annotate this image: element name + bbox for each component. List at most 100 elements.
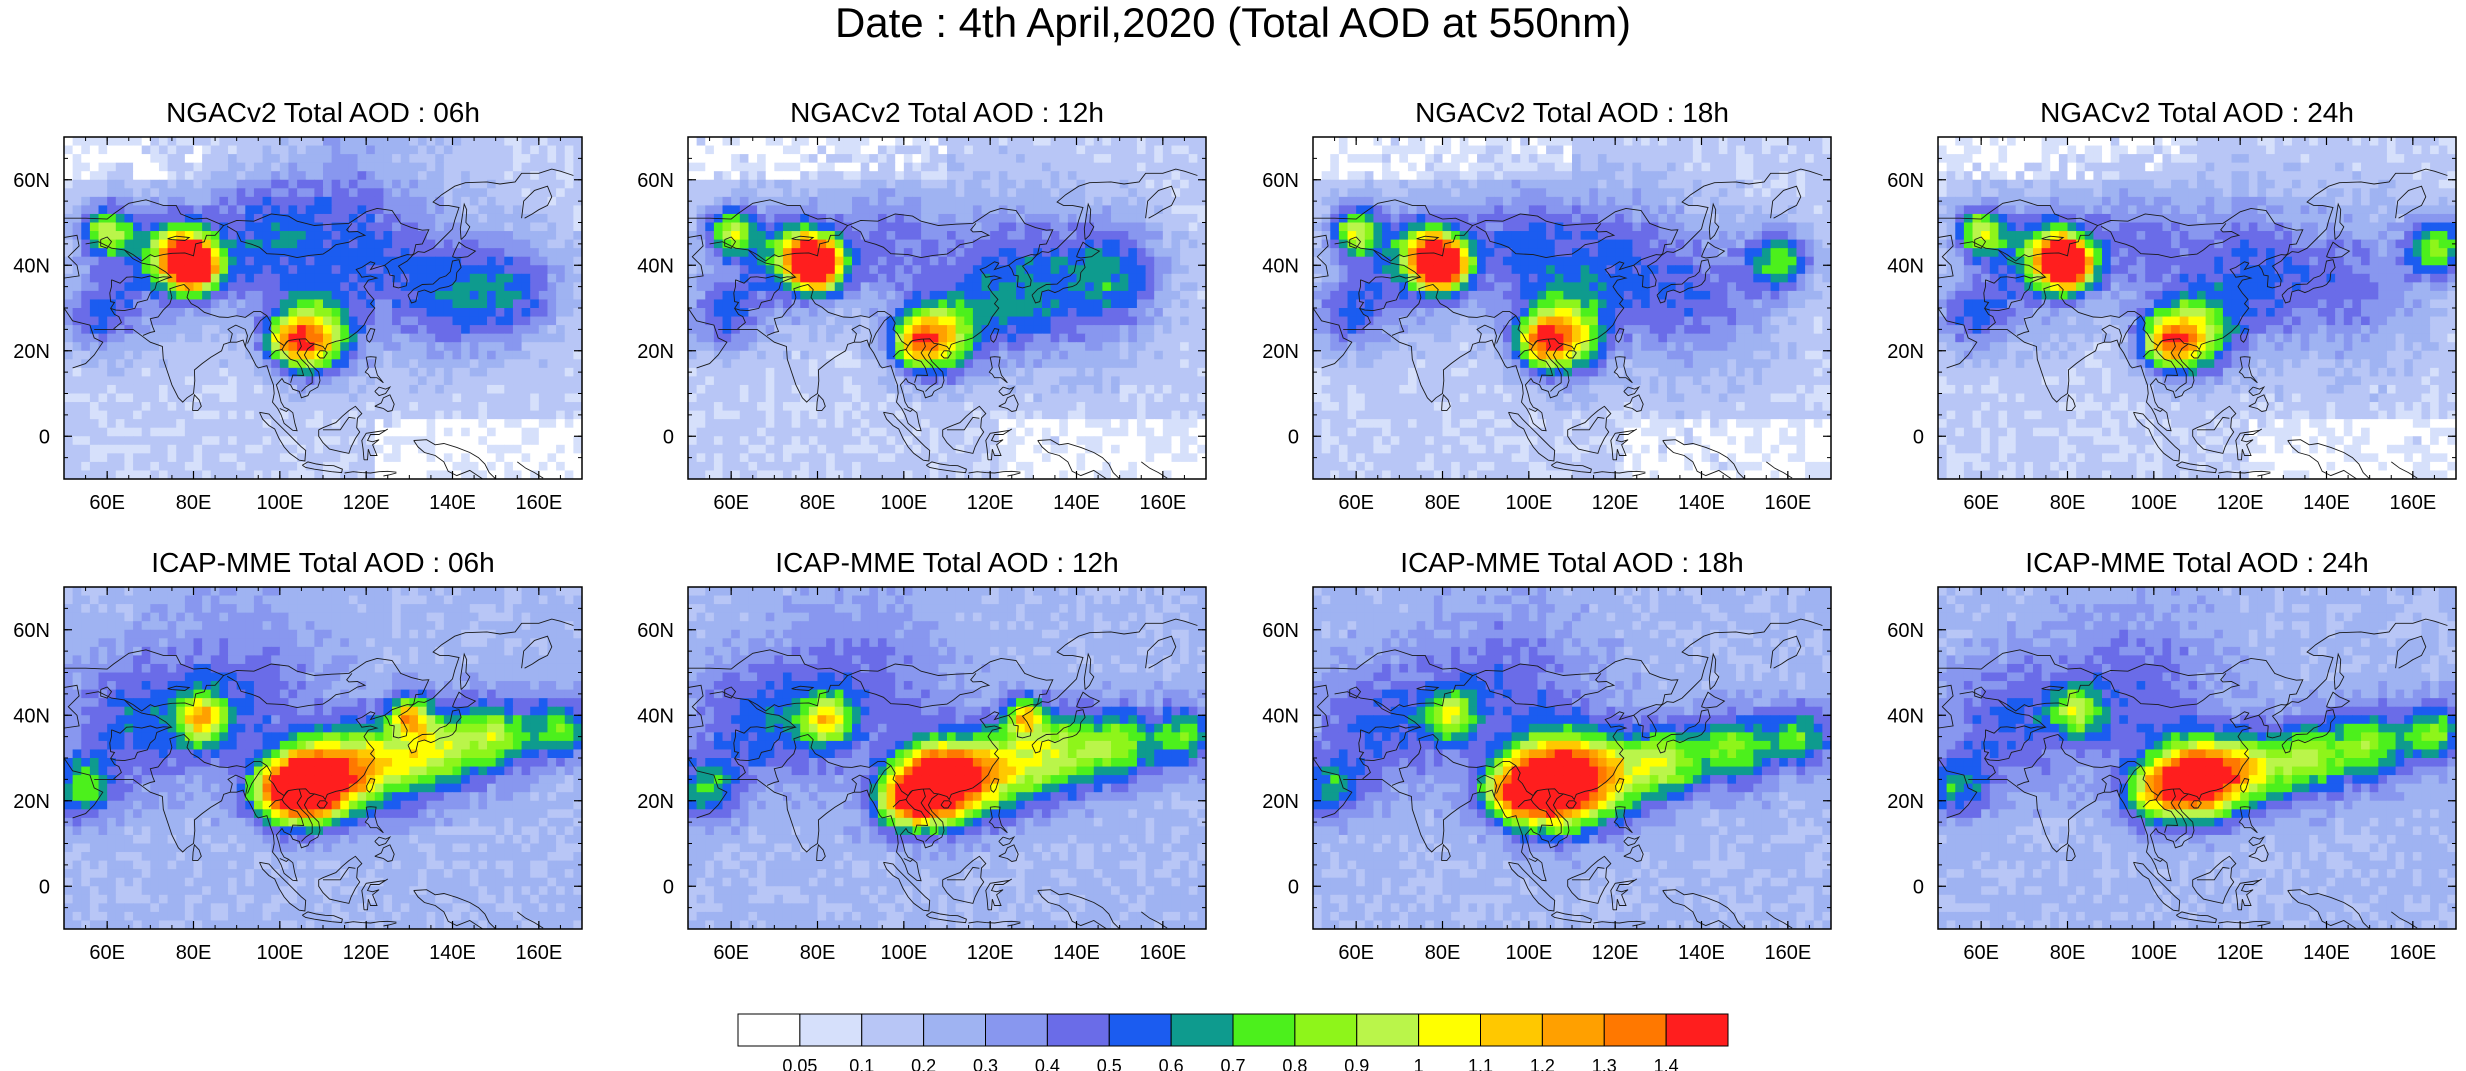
lon-tick-label: 100E xyxy=(880,942,927,964)
lat-tick-label: 40N xyxy=(1262,255,1299,277)
colorbar: 0.05 0.1 0.2 0.3 0.4 0.5 0.6 0.7 0.8 0.9 1 1.1 1.2 1.… xyxy=(737,1013,1729,1071)
aod-field xyxy=(688,137,1206,479)
map-panel-icap-06h: ICAP-MME Total AOD : 06h 60E 80E 100E 120E 14… xyxy=(13,547,583,964)
colorbar-swatch xyxy=(1665,1013,1729,1047)
lat-tick-label: 0 xyxy=(1913,876,1924,898)
colorbar-label: 1.2 xyxy=(1530,1056,1555,1071)
colorbar-swatch xyxy=(799,1013,863,1047)
lon-tick-label: 120E xyxy=(343,492,390,514)
lon-tick-label: 100E xyxy=(2130,942,2177,964)
colorbar-label: 1.4 xyxy=(1654,1056,1679,1071)
lon-tick-label: 80E xyxy=(1425,942,1461,964)
lon-tick-label: 140E xyxy=(2303,942,2350,964)
lon-tick-label: 160E xyxy=(2389,492,2436,514)
panel-title: NGACv2 Total AOD : 24h xyxy=(2040,97,2354,128)
lon-tick-label: 140E xyxy=(1678,942,1725,964)
lon-tick-label: 160E xyxy=(515,942,562,964)
colorbar-label: 0.6 xyxy=(1159,1056,1184,1071)
map-panel-ngac-12h: NGACv2 Total AOD : 12h 60E 80E 100E 120E 140E… xyxy=(637,97,1207,514)
lon-tick-label: 160E xyxy=(1139,492,1186,514)
panel-title: NGACv2 Total AOD : 06h xyxy=(166,97,480,128)
aod-field xyxy=(1313,137,1831,479)
lon-tick-label: 160E xyxy=(2389,942,2436,964)
colorbar-swatch xyxy=(1541,1013,1605,1047)
panel-title: ICAP-MME Total AOD : 12h xyxy=(775,547,1118,578)
colorbar-label: 1.3 xyxy=(1592,1056,1617,1071)
aod-field xyxy=(64,587,582,929)
colorbar-swatch xyxy=(1480,1013,1543,1047)
lon-tick-label: 120E xyxy=(967,942,1014,964)
colorbar-swatch xyxy=(923,1013,987,1047)
lon-tick-label: 120E xyxy=(1592,492,1639,514)
lat-tick-label: 0 xyxy=(1913,426,1924,448)
map-panels: NGACv2 Total AOD : 06h 60E 80E 100E 120E 140E… xyxy=(13,97,2457,964)
panel-title: NGACv2 Total AOD : 12h xyxy=(790,97,1104,128)
lon-tick-label: 140E xyxy=(1053,492,1100,514)
lat-tick-label: 40N xyxy=(637,255,674,277)
panel-title: NGACv2 Total AOD : 18h xyxy=(1415,97,1729,128)
aod-field xyxy=(1313,587,1831,929)
lat-tick-label: 40N xyxy=(637,705,674,727)
lon-tick-label: 100E xyxy=(880,492,927,514)
colorbar-swatch xyxy=(1603,1013,1667,1047)
lon-tick-label: 120E xyxy=(2217,942,2264,964)
colorbar-label: 1 xyxy=(1414,1056,1424,1071)
lon-tick-label: 60E xyxy=(1963,942,1999,964)
colorbar-swatch xyxy=(1108,1013,1172,1047)
lat-tick-label: 20N xyxy=(637,791,674,813)
lat-tick-label: 20N xyxy=(13,791,50,813)
colorbar-swatch xyxy=(1170,1013,1234,1047)
lat-tick-label: 20N xyxy=(1887,341,1924,363)
aod-field xyxy=(64,137,582,479)
lon-tick-label: 100E xyxy=(256,492,303,514)
colorbar-label: 0.8 xyxy=(1282,1056,1307,1071)
lat-tick-label: 40N xyxy=(1887,705,1924,727)
colorbar-swatch xyxy=(1232,1013,1296,1047)
colorbar-label: 0.05 xyxy=(782,1056,817,1071)
lat-tick-label: 60N xyxy=(637,620,674,642)
lon-tick-label: 140E xyxy=(429,492,476,514)
lat-tick-label: 0 xyxy=(39,876,50,898)
lon-tick-label: 100E xyxy=(2130,492,2177,514)
figure-title: Date : 4th April,2020 (Total AOD at 550n… xyxy=(0,0,2466,46)
aod-field xyxy=(688,587,1206,929)
lon-tick-label: 160E xyxy=(515,492,562,514)
colorbar-swatch xyxy=(861,1013,925,1047)
lat-tick-label: 60N xyxy=(637,170,674,192)
lon-tick-label: 120E xyxy=(343,942,390,964)
lat-tick-label: 60N xyxy=(13,170,50,192)
lat-tick-label: 60N xyxy=(1262,170,1299,192)
lon-tick-label: 60E xyxy=(89,942,125,964)
colorbar-label: 0.1 xyxy=(849,1056,874,1071)
lon-tick-label: 140E xyxy=(1678,492,1725,514)
lon-tick-label: 160E xyxy=(1139,942,1186,964)
lat-tick-label: 60N xyxy=(1887,170,1924,192)
lon-tick-label: 60E xyxy=(1338,942,1374,964)
lon-tick-label: 60E xyxy=(713,492,749,514)
lat-tick-label: 20N xyxy=(637,341,674,363)
map-panel-ngac-06h: NGACv2 Total AOD : 06h 60E 80E 100E 120E 140E… xyxy=(13,97,583,514)
lon-tick-label: 100E xyxy=(1505,492,1552,514)
lon-tick-label: 100E xyxy=(256,942,303,964)
colorbar-swatch xyxy=(985,1013,1048,1047)
lon-tick-label: 120E xyxy=(967,492,1014,514)
lat-tick-label: 60N xyxy=(13,620,50,642)
colorbar-swatch xyxy=(1418,1013,1482,1047)
lat-tick-label: 0 xyxy=(1288,426,1299,448)
lon-tick-label: 80E xyxy=(800,942,836,964)
lat-tick-label: 0 xyxy=(1288,876,1299,898)
lat-tick-label: 60N xyxy=(1887,620,1924,642)
aod-field xyxy=(1938,587,2456,929)
lon-tick-label: 160E xyxy=(1764,492,1811,514)
lon-tick-label: 80E xyxy=(800,492,836,514)
lon-tick-label: 100E xyxy=(1505,942,1552,964)
map-panel-icap-18h: ICAP-MME Total AOD : 18h 60E 80E 100E 120E 14… xyxy=(1262,547,1832,964)
lon-tick-label: 140E xyxy=(429,942,476,964)
lon-tick-label: 60E xyxy=(89,492,125,514)
map-panel-icap-12h: ICAP-MME Total AOD : 12h 60E 80E 100E 120E 14… xyxy=(637,547,1207,964)
colorbar-swatch xyxy=(1294,1013,1358,1047)
lat-tick-label: 20N xyxy=(13,341,50,363)
lon-tick-label: 160E xyxy=(1764,942,1811,964)
lat-tick-label: 20N xyxy=(1262,341,1299,363)
